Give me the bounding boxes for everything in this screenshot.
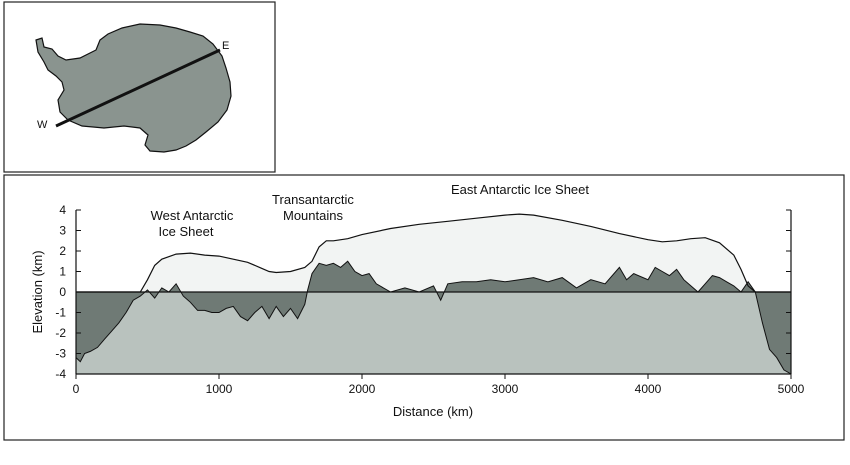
- annotation-west-line-2: Ice Sheet: [159, 224, 214, 239]
- chart-frame: [3, 174, 845, 441]
- y-tick-label: 2: [59, 244, 66, 258]
- bedrock-line: [75, 260, 792, 375]
- inset-label-w: W: [37, 119, 48, 131]
- plot-area: [75, 213, 792, 375]
- x-axis-label: Distance (km): [393, 404, 473, 419]
- x-ticks: 0 1000 2000 3000 4000 5000: [73, 374, 805, 396]
- ice-surface-line: [76, 213, 791, 293]
- y-tick-label: 3: [59, 224, 66, 238]
- transect-line: [55, 48, 221, 128]
- axes: 0 1000 2000 3000 4000 5000 -4 -3 -2 -1 0 1 2 3 4 Dist…: [30, 203, 805, 419]
- x-tick-label: 4000: [635, 382, 662, 396]
- ocean-area: [76, 261, 791, 374]
- y-tick-label: 4: [59, 203, 66, 217]
- y-tick-label: 0: [59, 285, 66, 299]
- annotations: West Antarctic Ice Sheet Transantarctic …: [151, 182, 590, 239]
- y-axis-label: Elevation (km): [30, 250, 45, 333]
- annotation-west-line-1: West Antarctic: [151, 208, 234, 223]
- inset-label-e: E: [222, 40, 229, 52]
- x-tick-label: 1000: [206, 382, 233, 396]
- x-tick-label: 0: [73, 382, 80, 396]
- annotation-east: East Antarctic Ice Sheet: [451, 182, 589, 197]
- y-tick-label: -3: [55, 347, 66, 361]
- inset-map: W E: [35, 23, 232, 153]
- antarctica-map-shape: [35, 23, 232, 153]
- x-tick-label: 5000: [778, 382, 805, 396]
- y-tick-label: -2: [55, 326, 66, 340]
- annotation-trans-line-2: Mountains: [283, 208, 343, 223]
- ice-sheet-area: [76, 214, 791, 292]
- y-tick-label: 1: [59, 265, 66, 279]
- x-tick-label: 2000: [349, 382, 376, 396]
- y-tick-label: -1: [55, 306, 66, 320]
- annotation-trans-line-1: Transantarctic: [272, 192, 354, 207]
- x-tick-label: 3000: [492, 382, 519, 396]
- y-tick-label: -4: [55, 367, 66, 381]
- y-ticks: -4 -3 -2 -1 0 1 2 3 4: [55, 203, 791, 381]
